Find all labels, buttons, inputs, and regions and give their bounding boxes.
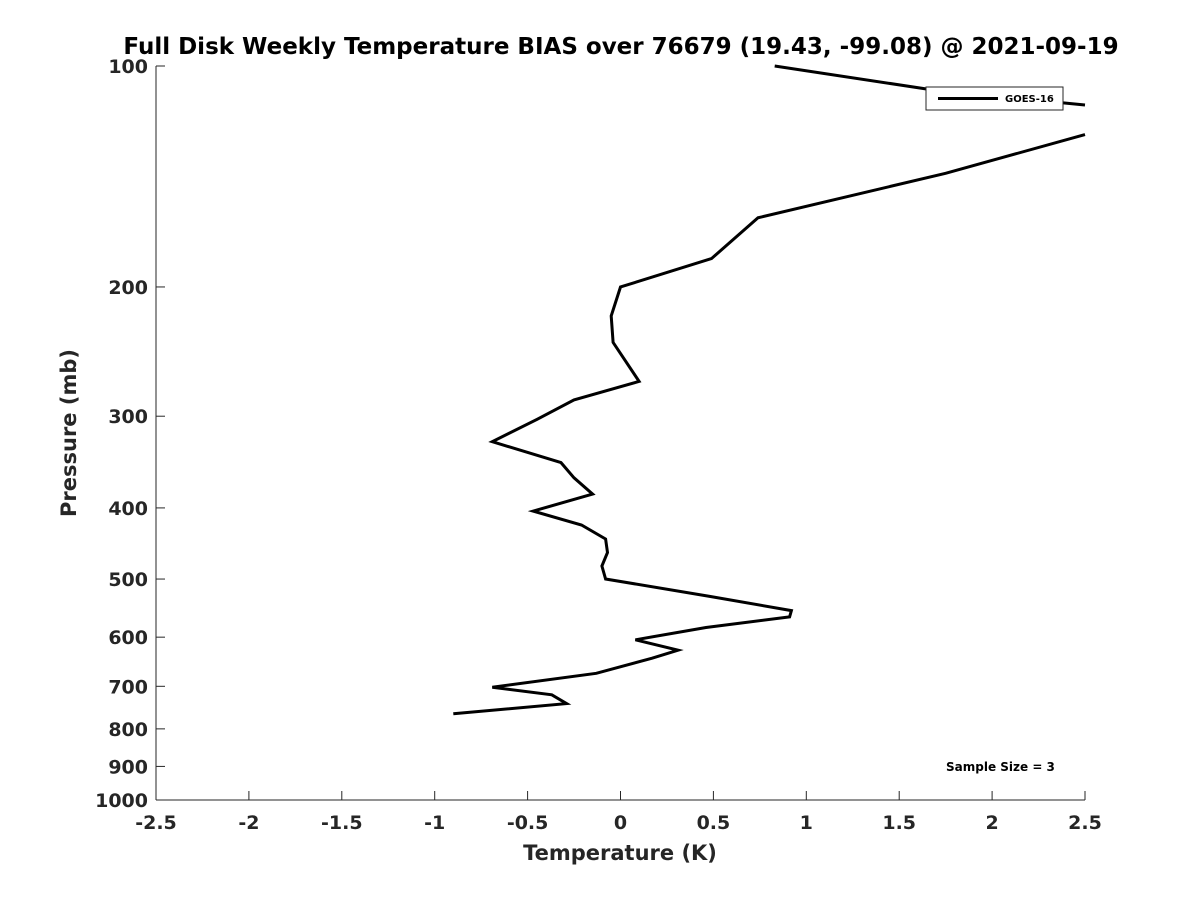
y-axis-label: Pressure (mb) bbox=[57, 349, 81, 517]
x-ticks: -2.5 -2 -1.5 -1 -0.5 0 0.5 1 1.5 2 2.5 bbox=[135, 791, 1102, 834]
y-tick-label: 600 bbox=[108, 627, 148, 649]
x-tick-label: -0.5 bbox=[507, 812, 549, 834]
legend-label-goes-16: GOES-16 bbox=[1005, 94, 1054, 105]
sample-size-annotation: Sample Size = 3 bbox=[946, 760, 1055, 774]
y-tick-label: 1000 bbox=[95, 790, 148, 812]
y-tick-label: 300 bbox=[108, 406, 148, 428]
y-tick-label: 500 bbox=[108, 569, 148, 591]
x-tick-label: 0.5 bbox=[697, 812, 731, 834]
y-ticks: 100 200 300 400 500 600 700 800 900 1000 bbox=[95, 56, 165, 812]
series-layer bbox=[453, 64, 1086, 716]
x-tick-label: 1 bbox=[800, 812, 813, 834]
series-line-goes-16 bbox=[453, 133, 1086, 716]
x-tick-label: 1.5 bbox=[882, 812, 916, 834]
legend: GOES-16 bbox=[925, 86, 1064, 111]
x-tick-label: -1 bbox=[424, 812, 445, 834]
y-tick-label: 900 bbox=[108, 756, 148, 778]
y-tick-label: 700 bbox=[108, 676, 148, 698]
plot-area bbox=[155, 66, 1085, 801]
x-tick-label: -1.5 bbox=[321, 812, 363, 834]
x-tick-label: -2 bbox=[238, 812, 259, 834]
y-tick-label: 800 bbox=[108, 719, 148, 741]
x-tick-label: -2.5 bbox=[135, 812, 177, 834]
x-tick-label: 2.5 bbox=[1068, 812, 1102, 834]
y-tick-label: 200 bbox=[108, 277, 148, 299]
x-axis-label: Temperature (K) bbox=[523, 841, 717, 865]
chart-title: Full Disk Weekly Temperature BIAS over 7… bbox=[123, 34, 1118, 60]
y-tick-label: 100 bbox=[108, 56, 148, 78]
x-tick-label: 2 bbox=[985, 812, 998, 834]
y-tick-label: 400 bbox=[108, 498, 148, 520]
x-tick-label: 0 bbox=[614, 812, 627, 834]
